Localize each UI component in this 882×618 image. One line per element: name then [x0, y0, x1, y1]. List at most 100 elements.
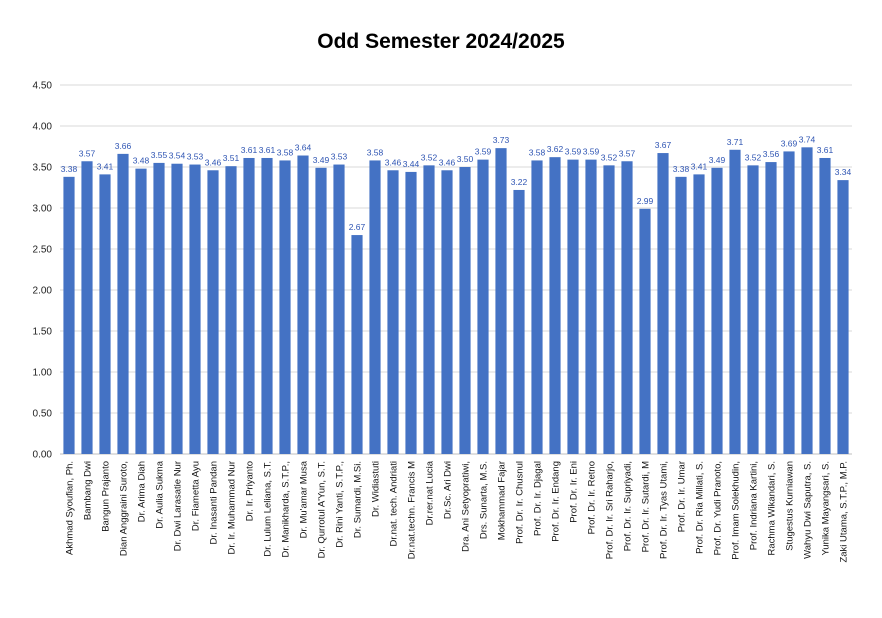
bar [765, 162, 777, 454]
x-tick-label: Wahyu Dwi Saputra, S. [803, 461, 814, 559]
bar [405, 171, 417, 455]
data-label: 3.46 [439, 157, 456, 167]
x-tick-label: Dr. Widiastuti [371, 461, 382, 517]
x-tick-label: Dra. Ani Setyopratiwi, [461, 461, 472, 552]
bar [477, 159, 489, 454]
data-label: 3.53 [187, 152, 204, 162]
bar [621, 161, 633, 454]
bar [531, 160, 543, 454]
x-tick-label: Drs. Sunarta, M.S. [479, 461, 490, 539]
bar [171, 163, 183, 454]
data-label: 3.34 [835, 167, 852, 177]
data-label: 3.52 [421, 152, 438, 162]
bar [387, 170, 399, 454]
y-tick-label: 2.00 [33, 286, 53, 297]
data-label: 3.59 [475, 147, 492, 157]
y-tick-label: 0.00 [33, 450, 53, 461]
y-tick-label: 3.00 [33, 204, 53, 215]
x-tick-label: Dr. Inasanti Pandan [209, 461, 220, 544]
x-tick-label: Dr. Sumardi, M.Si. [353, 461, 364, 538]
x-tick-label: Dr. Fiametta Ayu [191, 461, 202, 531]
data-label: 3.41 [97, 161, 114, 171]
x-tick-label: Prof. Dr. Ir. Sutardi, M [641, 461, 652, 552]
data-label: 3.61 [241, 145, 258, 155]
y-tick-label: 1.00 [33, 368, 53, 379]
x-tick-label: Dr.nat.techn. Francis M [407, 461, 418, 559]
bar [657, 153, 669, 454]
x-tick-label: Bangun Prajanto [101, 461, 112, 532]
data-label: 3.62 [547, 144, 564, 154]
bar [243, 157, 255, 455]
bar [315, 167, 327, 454]
x-tick-label: Prof. Dr. Ir. Supriyadi, [623, 461, 634, 551]
x-tick-label: Dr. Arima Diah [137, 461, 148, 522]
bar [495, 148, 507, 454]
bar [81, 161, 93, 454]
x-tick-label: Prof. Dr. Ir. Umar [677, 461, 688, 532]
x-tick-label: Bambang Dwi [83, 461, 94, 520]
bar [423, 165, 435, 455]
bar [333, 164, 345, 455]
data-label: 3.49 [709, 155, 726, 165]
data-label: 3.61 [817, 145, 834, 155]
x-tick-label: Stugestus Kurniawan [785, 461, 796, 551]
data-label: 3.66 [115, 141, 132, 151]
y-tick-label: 4.00 [33, 122, 53, 133]
x-tick-label: Prof. Dr. Yudi Pranoto, [713, 461, 724, 555]
bar [585, 159, 597, 454]
bar [99, 174, 111, 454]
data-label: 3.59 [583, 147, 600, 157]
x-tick-label: Mokhammad Fajar [497, 461, 508, 540]
x-tick-label: Prof. Dr. Ir. Eni [569, 461, 580, 523]
data-label: 3.22 [511, 177, 528, 187]
bar [711, 167, 723, 454]
bar [603, 165, 615, 455]
x-tick-label: Prof. Dr. Ir. Endang [551, 461, 562, 542]
bar [837, 180, 849, 454]
data-label: 3.52 [745, 152, 762, 162]
x-tick-label: Prof. Dr. Ir. Tyas Utami, [659, 461, 670, 559]
bar [513, 189, 525, 454]
data-label: 3.58 [367, 147, 384, 157]
bar [351, 235, 363, 454]
x-tick-label: Dr. Mu'amar Musa [299, 460, 310, 538]
data-label: 3.58 [529, 147, 546, 157]
data-label: 3.64 [295, 143, 312, 153]
bar [441, 170, 453, 454]
x-tick-label: Zaki Utama, S.T.P., M.P. [839, 461, 850, 563]
bar [729, 149, 741, 454]
x-tick-label: Prof. Imam Solekhudin, [731, 461, 742, 560]
bar [801, 147, 813, 454]
data-label: 3.61 [259, 145, 276, 155]
x-tick-label: Rachma Wikandari, S. [767, 461, 778, 556]
data-label: 2.67 [349, 222, 366, 232]
data-label: 3.73 [493, 135, 510, 145]
data-label: 3.49 [313, 155, 330, 165]
data-label: 3.38 [61, 164, 78, 174]
bar [459, 167, 471, 454]
bar [675, 176, 687, 454]
data-label: 3.55 [151, 150, 168, 160]
data-label: 3.53 [331, 152, 348, 162]
data-label: 3.56 [763, 149, 780, 159]
data-label: 3.58 [277, 147, 294, 157]
chart-title: Odd Semester 2024/2025 [317, 30, 565, 53]
bar [261, 157, 273, 455]
data-label: 3.48 [133, 156, 150, 166]
y-tick-label: 3.50 [33, 163, 53, 174]
x-tick-label: Dr. Ir. Priyanto [245, 461, 256, 521]
x-tick-label: Dr.rer.nat Lucia [425, 460, 436, 525]
x-tick-label: Prof. Indriana Kartini, [749, 461, 760, 550]
x-tick-label: Dr. Aulia Sukma [155, 460, 166, 528]
y-tick-label: 0.50 [33, 409, 53, 420]
x-tick-label: Yunika Mayangsari, S. [821, 461, 832, 556]
data-label: 3.46 [205, 157, 222, 167]
data-label: 3.50 [457, 154, 474, 164]
x-tick-label: Prof. Dr. Ir. Djagal [533, 461, 544, 536]
data-label: 3.74 [799, 134, 816, 144]
x-tick-label: Prof. Dr. Ir. Sri Raharjo, [605, 461, 616, 559]
bar [189, 164, 201, 455]
bar [279, 160, 291, 454]
